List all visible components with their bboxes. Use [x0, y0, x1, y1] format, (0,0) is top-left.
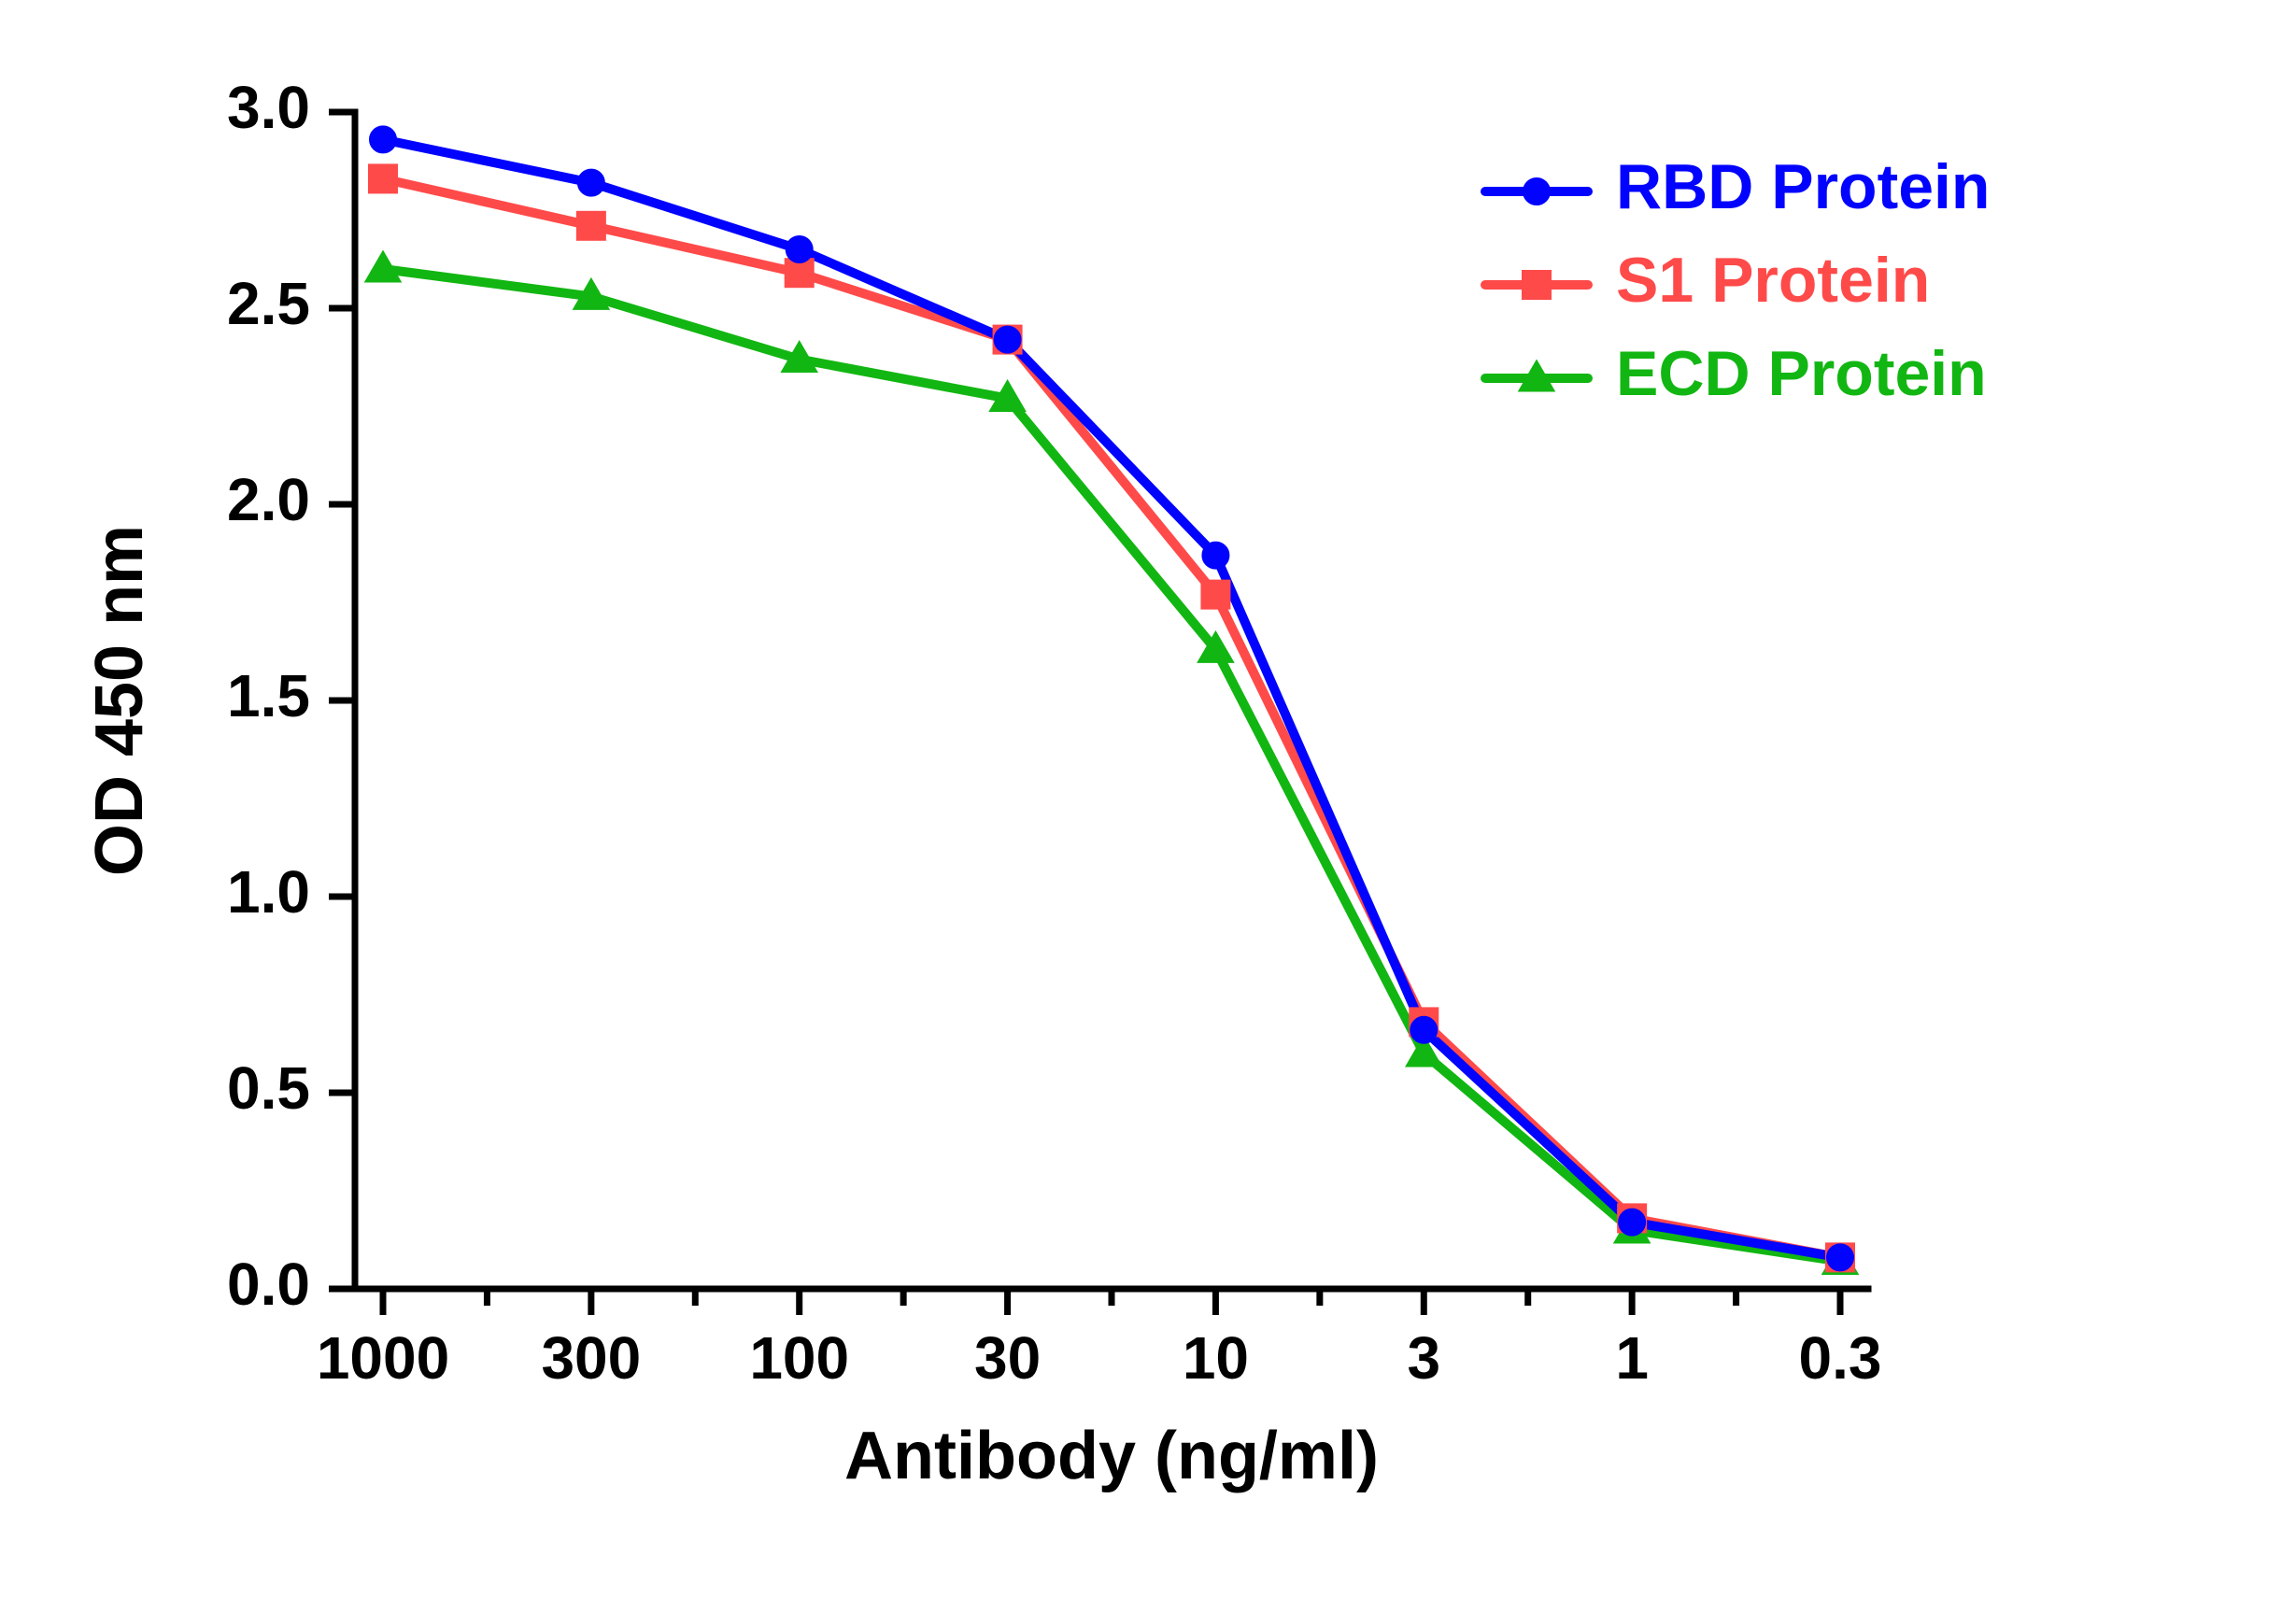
x-tick-label: 300 [541, 1324, 641, 1392]
marker-circle [1619, 1209, 1645, 1236]
y-tick-label: 1.0 [227, 858, 310, 926]
marker-circle [1410, 1017, 1437, 1043]
legend-label-ecd: ECD Protein [1616, 338, 1987, 409]
y-tick-label: 2.0 [227, 466, 310, 533]
dose-response-chart: 0.0 0.5 1.0 1.5 2.0 2.5 3.0 1000 300 100 30 10 3 1 0.3… [0, 0, 2296, 1612]
x-tick-label: 10 [1183, 1324, 1249, 1392]
marker-circle [578, 170, 604, 196]
marker-circle [995, 327, 1021, 353]
y-tick-label: 2.5 [227, 270, 310, 337]
x-tick-label: 1000 [317, 1324, 449, 1392]
marker-circle [1202, 543, 1228, 569]
marker-square [369, 164, 397, 192]
y-tick-label: 0.0 [227, 1251, 310, 1318]
marker-circle [1524, 178, 1550, 205]
legend-label-s1: S1 Protein [1616, 245, 1930, 316]
marker-circle [1827, 1244, 1853, 1270]
x-tick-label: 3 [1407, 1324, 1440, 1392]
y-axis-label: OD 450 nm [82, 525, 157, 876]
x-tick-label: 1 [1615, 1324, 1649, 1392]
legend-marker-s1 [1523, 271, 1551, 299]
x-tick-label: 30 [974, 1324, 1041, 1392]
y-tick-label: 3.0 [227, 74, 310, 141]
x-tick-label: 100 [749, 1324, 849, 1392]
marker-circle [370, 126, 396, 152]
y-tick-label: 0.5 [227, 1054, 310, 1122]
chart-container: 0.0 0.5 1.0 1.5 2.0 2.5 3.0 1000 300 100 30 10 3 1 0.3… [0, 0, 2296, 1612]
x-tick-label: 0.3 [1799, 1324, 1882, 1392]
marker-square [577, 212, 605, 240]
legend-label-rbd: RBD Protein [1616, 151, 1990, 222]
marker-circle [787, 236, 813, 262]
x-axis-label: Antibody (ng/ml) [844, 1419, 1379, 1493]
marker-square [1201, 581, 1229, 609]
y-tick-label: 1.5 [227, 662, 310, 729]
legend-marker-rbd [1524, 178, 1550, 205]
marker-square [1523, 271, 1551, 299]
